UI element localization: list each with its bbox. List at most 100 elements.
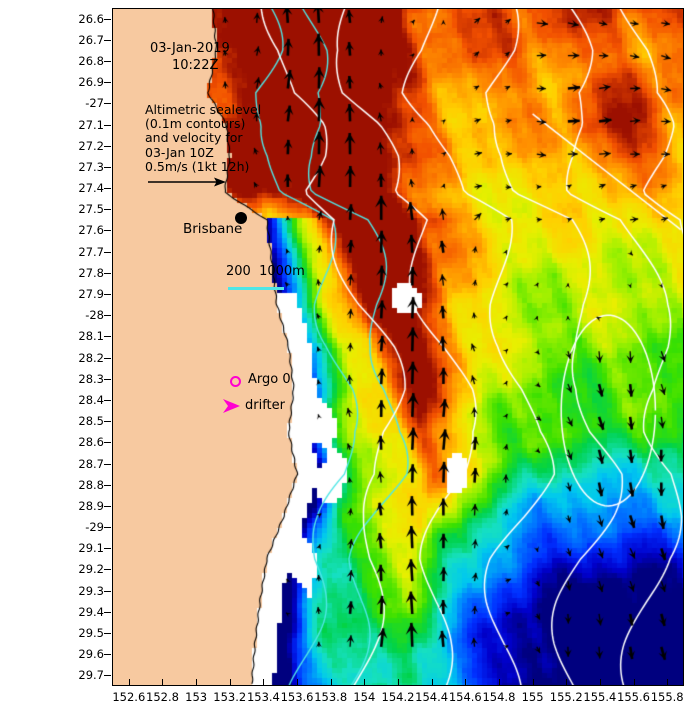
scalebar-line — [228, 287, 284, 290]
sst-heatmap-canvas — [112, 8, 684, 686]
y-axis-tick-mark — [104, 569, 111, 571]
y-axis-tick-label: 26.9 — [78, 75, 104, 90]
y-axis-tick-mark — [104, 463, 111, 465]
x-axis-tick-mark — [297, 679, 299, 686]
y-axis-tick-mark — [104, 103, 111, 105]
y-axis-tick-mark — [104, 336, 111, 338]
y-axis-tick-label: 27.3 — [78, 159, 104, 174]
x-axis-tick-label: 155 — [521, 690, 544, 704]
y-axis-tick-label: 29.3 — [78, 583, 104, 598]
anno-line-0: Altimetric sealevel — [145, 102, 262, 117]
y-axis-tick-label: 26.8 — [78, 53, 104, 68]
y-axis-tick-label: -29 — [85, 520, 104, 535]
x-axis-tick-mark — [229, 679, 231, 686]
y-axis-tick-label: 29.1 — [78, 541, 104, 556]
y-axis-tick-label: 28.7 — [78, 456, 104, 471]
brisbane-label: Brisbane — [183, 221, 243, 237]
y-axis-tick-label: 26.6 — [78, 11, 104, 26]
x-axis-tick-label: 153 — [185, 690, 208, 704]
anno-line-4: 0.5m/s (1kt 12h) — [145, 158, 250, 174]
map-plot-area[interactable]: 03-Jan-2019 10:22Z Altimetric sealevel (… — [112, 8, 684, 686]
anno-line-1: (0.1m contours) — [145, 116, 246, 132]
x-axis-tick-mark — [263, 679, 265, 686]
y-axis-tick-mark — [104, 145, 111, 147]
x-axis-tick-mark — [465, 679, 467, 686]
y-axis-tick-mark — [104, 399, 111, 401]
x-axis-tick-mark — [364, 679, 366, 686]
x-axis-tick-mark — [532, 679, 534, 686]
anno-line-2: and velocity for — [145, 130, 243, 146]
y-axis-tick-mark — [104, 442, 111, 444]
x-axis-tick-mark — [196, 679, 198, 686]
y-axis-tick-mark — [104, 251, 111, 253]
y-axis-tick-label: 28.2 — [78, 350, 104, 365]
y-axis-tick-mark — [104, 209, 111, 211]
y-axis-tick-label: 28.6 — [78, 435, 104, 450]
y-axis-tick-mark — [104, 590, 111, 592]
x-axis-tick-mark — [599, 679, 601, 686]
y-axis-tick-label: 27.4 — [78, 181, 104, 196]
drifter-arrow-icon — [223, 399, 240, 413]
y-axis-tick-mark — [104, 188, 111, 190]
x-axis-tick-label: 153.4 — [246, 690, 280, 704]
anno-line-3: 03-Jan 10Z — [145, 144, 214, 160]
x-axis-tick-label: 154.4 — [415, 690, 449, 704]
y-axis-tick-label: 28.5 — [78, 414, 104, 429]
x-axis-tick-mark — [667, 679, 669, 686]
y-axis-tick-mark — [104, 548, 111, 550]
y-axis-tick-label: 27.2 — [78, 138, 104, 153]
x-axis-tick-mark — [128, 679, 130, 686]
x-axis-tick-label: 153.2 — [213, 690, 247, 704]
x-axis-tick-mark — [633, 679, 635, 686]
x-axis-tick-label: 155.4 — [583, 690, 617, 704]
y-axis-tick-mark — [104, 484, 111, 486]
x-axis-tick-label: 154.2 — [381, 690, 415, 704]
drifter-legend-label: drifter — [245, 398, 285, 413]
y-axis-tick-label: 27.7 — [78, 244, 104, 259]
y-axis-tick-mark — [104, 505, 111, 507]
y-axis-tick-label: 28.9 — [78, 498, 104, 513]
y-axis-tick-mark — [104, 675, 111, 677]
y-axis-tick-mark — [104, 527, 111, 529]
y-axis-tick-label: 27.5 — [78, 202, 104, 217]
brisbane-marker — [235, 212, 247, 224]
y-axis-tick-label: 28.8 — [78, 477, 104, 492]
x-axis-tick-label: 155.8 — [650, 690, 684, 704]
x-axis-tick-label: 154.6 — [448, 690, 482, 704]
x-axis-tick-mark — [566, 679, 568, 686]
x-axis-tick-mark — [498, 679, 500, 686]
x-axis-tick-mark — [330, 679, 332, 686]
y-axis-tick-mark — [104, 82, 111, 84]
x-axis-tick-label: 155.6 — [617, 690, 650, 704]
y-axis-tick-mark — [104, 60, 111, 62]
y-axis-tick-label: 28.1 — [78, 329, 104, 344]
x-axis-tick-label: 154 — [353, 690, 376, 704]
y-axis-tick-label: 27.1 — [78, 117, 104, 132]
y-axis-tick-mark — [104, 18, 111, 20]
x-axis-tick-mark — [398, 679, 399, 686]
y-axis-tick-label: 28.4 — [78, 392, 104, 407]
y-axis-tick-mark — [104, 633, 111, 635]
y-axis-tick-mark — [104, 230, 111, 232]
argo-float-icon — [230, 376, 241, 387]
y-axis-tick-mark — [104, 294, 111, 296]
y-axis-tick-label: 29.2 — [78, 562, 104, 577]
y-axis-tick-mark — [104, 124, 111, 126]
y-axis-tick-label: 27.8 — [78, 265, 104, 280]
x-axis-tick-label: 153.8 — [314, 690, 348, 704]
altimetry-annotation: Altimetric sealevel (0.1m contours) and … — [145, 102, 262, 174]
y-axis-tick-mark — [104, 611, 111, 613]
y-axis-tick-mark — [104, 378, 111, 380]
y-axis-tick-mark — [104, 421, 111, 423]
y-axis-tick-mark — [104, 357, 111, 359]
y-axis-tick-label: 26.7 — [78, 32, 104, 47]
x-axis-tick-label: 152.6 — [112, 690, 146, 704]
y-axis-tick-label: -28 — [85, 308, 104, 323]
y-axis-tick-label: 29.4 — [78, 604, 104, 619]
argo-legend-label: Argo 0 — [248, 372, 291, 387]
x-axis-tick-label: 152.8 — [146, 690, 179, 704]
y-axis-tick-label: 29.5 — [78, 626, 104, 641]
y-axis-tick-mark — [104, 166, 111, 168]
y-axis-tick-label: -27 — [85, 96, 104, 111]
